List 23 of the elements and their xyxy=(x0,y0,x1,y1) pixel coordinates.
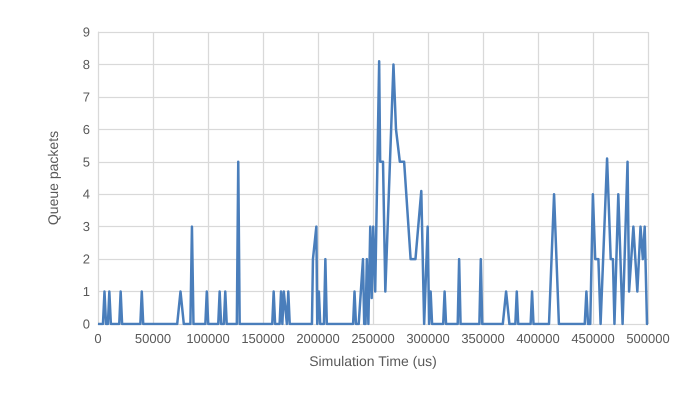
y-tick-label: 7 xyxy=(82,89,90,104)
x-tick-label: 500000 xyxy=(626,331,670,346)
x-tick-label: 300000 xyxy=(406,331,450,346)
x-axis-title: Simulation Time (us) xyxy=(309,353,437,369)
x-tick-label: 100000 xyxy=(186,331,230,346)
y-tick-label: 9 xyxy=(82,24,90,40)
y-tick-label: 3 xyxy=(82,219,90,234)
y-tick-label: 1 xyxy=(82,284,90,300)
y-tick-label: 8 xyxy=(82,56,90,72)
y-tick-label: 0 xyxy=(82,316,90,332)
y-tick-label: 2 xyxy=(82,252,90,267)
x-tick-label: 350000 xyxy=(461,331,505,346)
x-tick-label: 200000 xyxy=(296,331,340,346)
x-tick-label: 250000 xyxy=(351,331,395,346)
y-tick-label: 5 xyxy=(82,154,90,170)
x-tick-label: 150000 xyxy=(241,331,285,346)
x-tick-label: 0 xyxy=(94,331,102,346)
y-tick-label: 6 xyxy=(82,122,90,137)
x-tick-label: 450000 xyxy=(571,331,615,346)
x-tick-label: 400000 xyxy=(516,331,560,346)
y-tick-label: 4 xyxy=(82,186,90,202)
y-axis-title: Queue packets xyxy=(45,130,61,226)
x-tick-label: 50000 xyxy=(134,331,172,346)
